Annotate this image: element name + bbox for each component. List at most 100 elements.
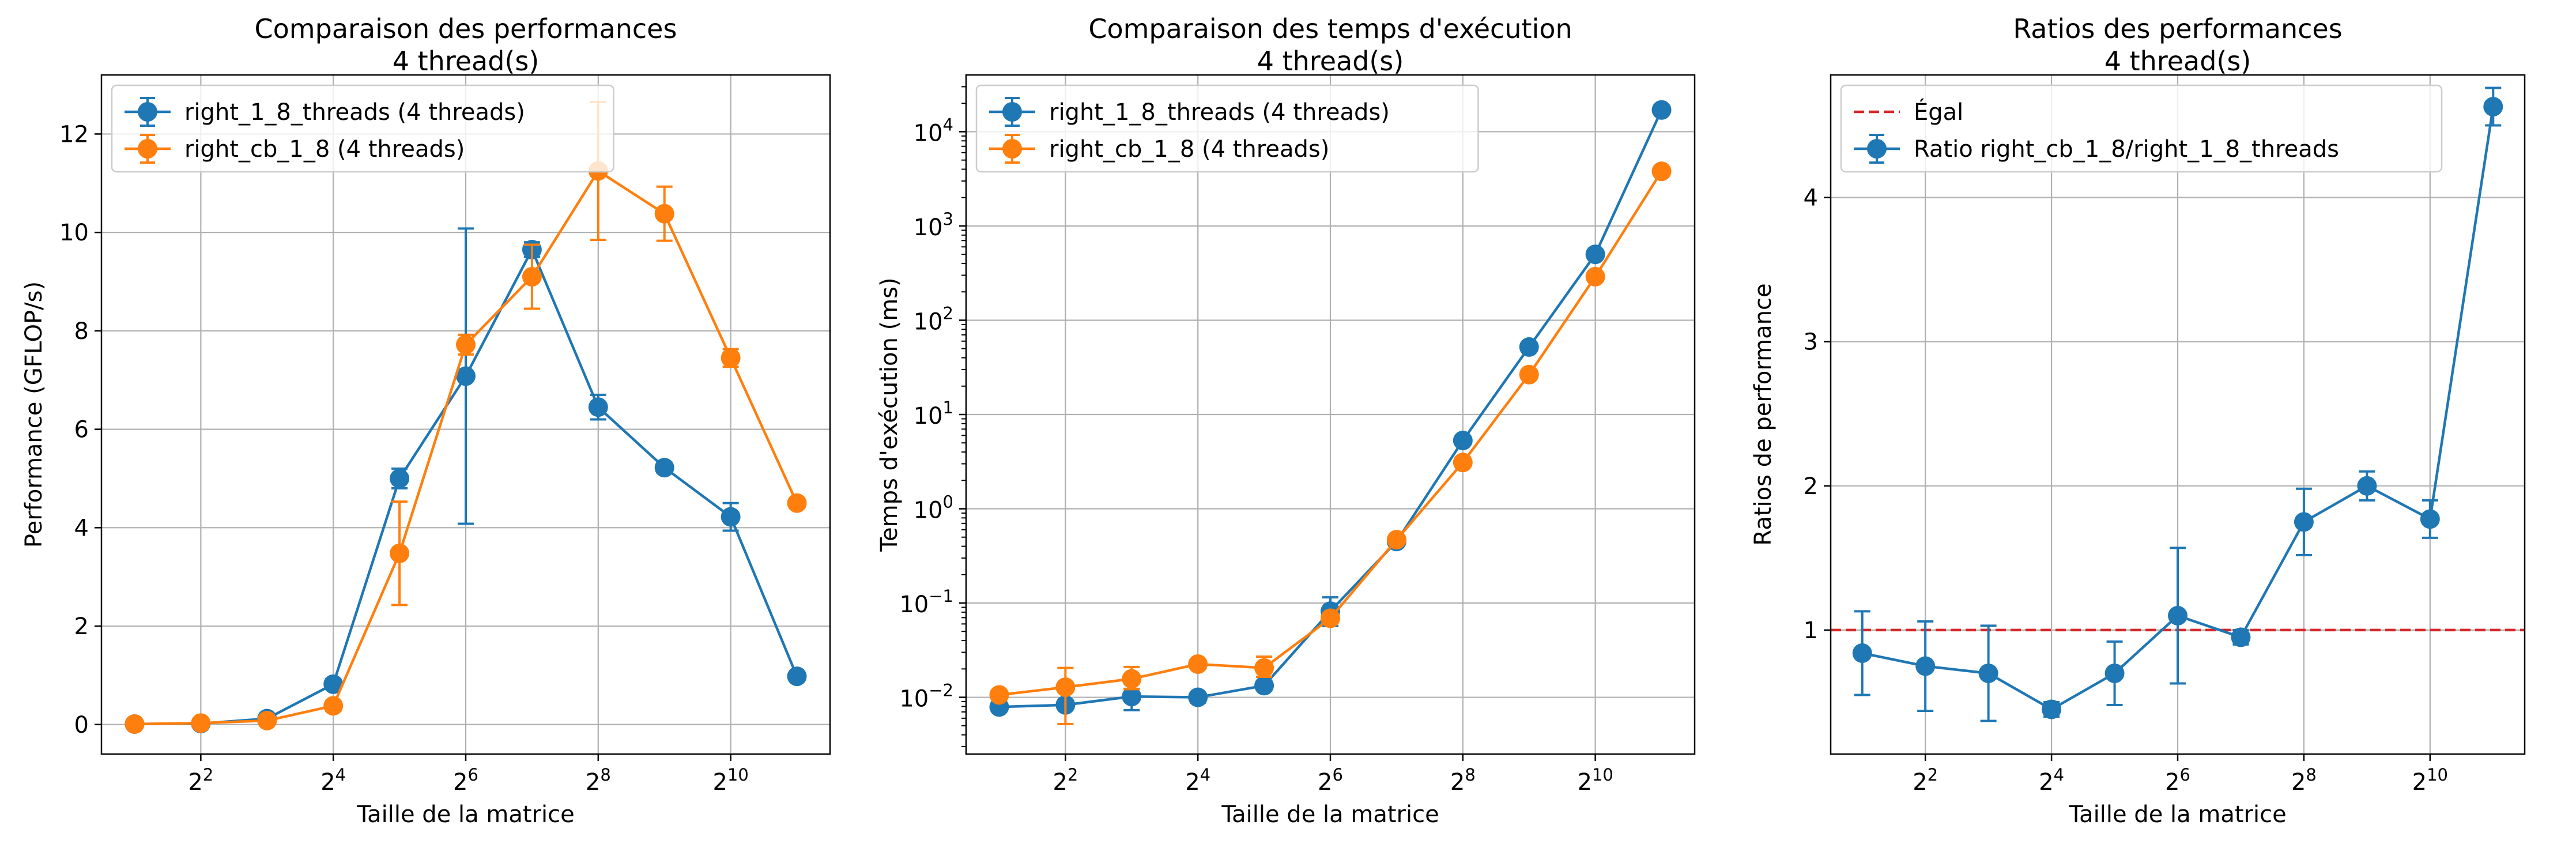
x-tick-label: 22 xyxy=(1053,765,1078,796)
legend-box xyxy=(975,84,1479,173)
x-tick-exponent: 2 xyxy=(1928,765,1938,785)
legend-label: Ratio right_cb_1_8/right_1_8_threads xyxy=(1914,136,2339,163)
data-point xyxy=(1978,663,1998,683)
y-tick-label: 103 xyxy=(914,209,953,241)
data-point xyxy=(1852,643,1872,663)
x-tick-base: 2 xyxy=(1450,769,1465,796)
x-tick-label: 28 xyxy=(2291,765,2317,796)
y-tick-label: 100 xyxy=(914,492,953,524)
legend-swatch-marker xyxy=(1002,139,1022,159)
y-axis-label: Ratios de performance xyxy=(1750,283,1777,545)
x-tick-base: 2 xyxy=(1053,769,1067,796)
y-tick-label: 0 xyxy=(74,712,89,738)
series-1 xyxy=(1852,86,2503,722)
x-tick-label: 28 xyxy=(586,765,611,796)
data-point xyxy=(1188,654,1208,674)
y-tick-label: 1 xyxy=(1804,617,1818,644)
data-point xyxy=(1055,677,1076,698)
x-tick-base: 2 xyxy=(320,769,335,796)
legend: right_1_8_threads (4 threads) right_cb_1_… xyxy=(975,84,1479,173)
data-point xyxy=(1122,687,1142,707)
y-tick-exponent: 4 xyxy=(943,115,953,134)
data-point xyxy=(2483,97,2503,117)
data-point xyxy=(456,366,476,386)
data-point xyxy=(1386,530,1406,550)
data-point xyxy=(1651,100,1672,120)
x-tick-exponent: 8 xyxy=(600,765,610,785)
data-point xyxy=(2231,627,2251,647)
y-tick-label: 6 xyxy=(74,417,89,443)
y-tick-label: 2 xyxy=(74,613,89,640)
y-tick-exponent: 3 xyxy=(943,209,953,229)
chart-title-line-1: Ratios des performances xyxy=(2013,13,2342,44)
legend-label: right_1_8_threads (4 threads) xyxy=(184,99,525,126)
data-point xyxy=(390,543,410,563)
y-tick-label: 3 xyxy=(1804,329,1818,356)
x-tick-exponent: 2 xyxy=(1068,765,1078,785)
y-tick-label: 10 xyxy=(59,220,89,246)
x-tick-exponent: 2 xyxy=(203,765,213,785)
x-tick-exponent: 10 xyxy=(727,765,749,785)
x-tick-label: 210 xyxy=(2412,765,2448,796)
x-tick-exponent: 8 xyxy=(2306,765,2316,785)
x-axis-label: Taille de la matrice xyxy=(1221,801,1439,828)
series-2 xyxy=(989,161,1672,725)
data-point xyxy=(654,458,674,478)
legend-swatch-marker xyxy=(1867,139,1887,159)
data-point xyxy=(1453,431,1473,451)
chart-title-line-2: 4 thread(s) xyxy=(393,46,540,77)
data-point xyxy=(1585,266,1605,287)
data-point xyxy=(191,713,211,733)
x-tick-exponent: 6 xyxy=(468,765,478,785)
x-tick-base: 2 xyxy=(453,769,467,796)
y-tick-base: 10 xyxy=(914,214,943,241)
legend-box xyxy=(111,84,614,173)
legend: Égal Ratio right_cb_1_8/right_1_8_threads xyxy=(1840,84,2443,173)
y-tick-base: 10 xyxy=(914,498,943,524)
x-tick-label: 210 xyxy=(712,765,748,796)
y-tick-exponent: −1 xyxy=(929,586,953,606)
y-axis-label: Temps d'exécution (ms) xyxy=(876,277,903,552)
y-axis-label: Performance (GFLOP/s) xyxy=(21,281,47,548)
legend-swatch-marker xyxy=(1002,102,1022,122)
chart-title-line-2: 4 thread(s) xyxy=(1257,46,1404,77)
legend: right_1_8_threads (4 threads) right_cb_1_… xyxy=(111,84,614,173)
y-tick-label: 4 xyxy=(74,515,89,541)
x-tick-exponent: 10 xyxy=(1592,765,1613,785)
y-tick-label: 12 xyxy=(59,121,89,148)
y-tick-exponent: 1 xyxy=(943,398,953,417)
data-point xyxy=(323,674,344,694)
legend-box xyxy=(1840,84,2443,173)
x-tick-label: 22 xyxy=(1913,765,1938,796)
x-tick-exponent: 6 xyxy=(1333,765,1343,785)
x-tick-label: 24 xyxy=(1185,765,1210,796)
data-point xyxy=(125,714,145,734)
x-tick-base: 2 xyxy=(2291,769,2306,796)
x-tick-label: 24 xyxy=(320,765,346,796)
x-tick-label: 26 xyxy=(1318,765,1343,796)
y-tick-base: 10 xyxy=(914,120,943,146)
data-point xyxy=(1519,337,1539,357)
y-tick-base: 10 xyxy=(914,308,943,335)
data-point xyxy=(257,710,277,730)
legend-label: Égal xyxy=(1914,98,1963,126)
data-point xyxy=(2042,699,2062,719)
x-axis-label: Taille de la matrice xyxy=(356,801,574,828)
y-tick-exponent: 2 xyxy=(943,303,953,323)
x-tick-exponent: 10 xyxy=(2427,765,2448,785)
data-point xyxy=(2294,512,2314,532)
y-tick-exponent: −2 xyxy=(929,681,953,700)
y-tick-label: 10−2 xyxy=(899,681,953,713)
x-tick-base: 2 xyxy=(1185,769,1200,796)
y-tick-base: 10 xyxy=(914,403,943,429)
y-tick-exponent: 0 xyxy=(943,492,953,512)
data-point xyxy=(2104,663,2125,683)
x-tick-base: 2 xyxy=(1318,769,1332,796)
y-tick-label: 104 xyxy=(914,115,953,146)
y-tick-base: 10 xyxy=(899,591,929,618)
x-tick-label: 26 xyxy=(453,765,478,796)
chart-title-line-1: Comparaison des performances xyxy=(255,13,677,44)
